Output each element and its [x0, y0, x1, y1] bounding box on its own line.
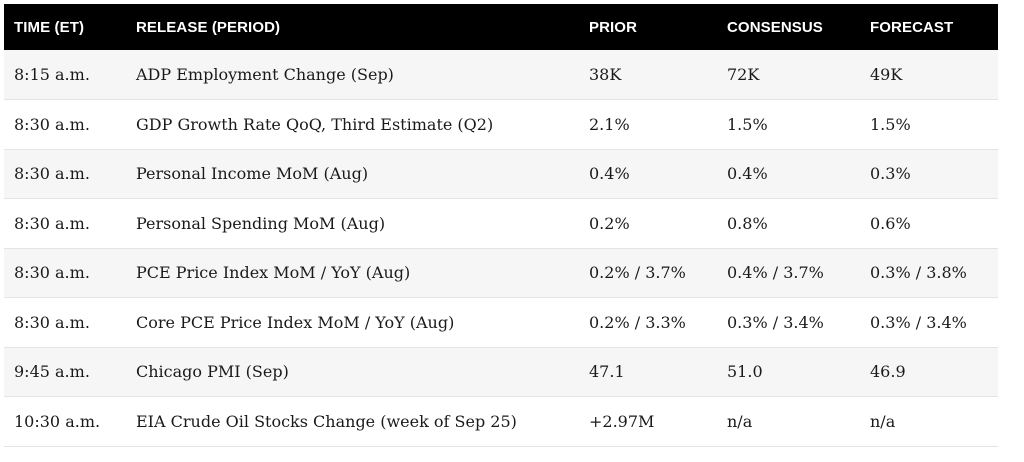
cell-time: 8:30 a.m. — [14, 114, 90, 134]
header-time: TIME (ET) — [14, 18, 85, 36]
cell-release: ADP Employment Change (Sep) — [136, 65, 394, 84]
header-prior: PRIOR — [589, 18, 638, 36]
cell-release: PCE Price Index MoM / YoY (Aug) — [136, 263, 411, 283]
table-header: TIME (ET) RELEASE (PERIOD) PRIOR CONSENS… — [4, 4, 998, 50]
table-row: 8:15 a.m. ADP Employment Change (Sep) 38… — [4, 50, 998, 100]
header-forecast: FORECAST — [870, 18, 954, 36]
cell-forecast: 0.3% — [870, 164, 911, 184]
economic-calendar-table: TIME (ET) RELEASE (PERIOD) PRIOR CONSENS… — [4, 4, 998, 447]
cell-consensus: 0.4% / 3.7% — [727, 263, 824, 283]
cell-prior: 0.2% / 3.7% — [589, 263, 686, 283]
table-row: 8:30 a.m. Core PCE Price Index MoM / YoY… — [4, 297, 998, 347]
cell-prior: 0.4% — [589, 164, 630, 184]
cell-time: 8:30 a.m. — [14, 312, 90, 332]
cell-time: 8:30 a.m. — [14, 164, 90, 184]
cell-prior: 0.2% — [589, 213, 630, 233]
header-consensus: CONSENSUS — [727, 18, 823, 36]
cell-forecast: 1.5% — [870, 114, 911, 134]
cell-release: GDP Growth Rate QoQ, Third Estimate (Q2) — [136, 114, 494, 134]
cell-time: 10:30 a.m. — [14, 411, 101, 431]
cell-prior: 38K — [589, 65, 622, 84]
cell-release: Core PCE Price Index MoM / YoY (Aug) — [136, 312, 455, 332]
cell-prior: +2.97M — [589, 411, 655, 431]
cell-consensus: 0.4% — [727, 164, 768, 184]
cell-consensus: 51.0 — [727, 362, 763, 382]
cell-consensus: 72K — [727, 65, 760, 84]
cell-consensus: n/a — [727, 411, 753, 431]
cell-time: 9:45 a.m. — [14, 362, 90, 382]
table-row: 8:30 a.m. PCE Price Index MoM / YoY (Aug… — [4, 248, 998, 298]
cell-forecast: 49K — [870, 65, 903, 84]
cell-release: Chicago PMI (Sep) — [136, 362, 289, 382]
table-body: 8:15 a.m. ADP Employment Change (Sep) 38… — [4, 50, 998, 446]
cell-forecast: 0.3% / 3.8% — [870, 263, 967, 283]
cell-consensus: 0.3% / 3.4% — [727, 312, 824, 332]
table-row: 8:30 a.m. Personal Spending MoM (Aug) 0.… — [4, 198, 998, 248]
cell-release: Personal Spending MoM (Aug) — [136, 213, 386, 233]
cell-forecast: 46.9 — [870, 362, 906, 382]
cell-prior: 47.1 — [589, 362, 625, 382]
cell-time: 8:15 a.m. — [14, 65, 90, 84]
header-row: TIME (ET) RELEASE (PERIOD) PRIOR CONSENS… — [4, 4, 998, 50]
cell-release: EIA Crude Oil Stocks Change (week of Sep… — [136, 411, 517, 431]
cell-time: 8:30 a.m. — [14, 213, 90, 233]
cell-forecast: 0.6% — [870, 213, 911, 233]
cell-forecast: 0.3% / 3.4% — [870, 312, 967, 332]
cell-time: 8:30 a.m. — [14, 263, 90, 283]
cell-consensus: 1.5% — [727, 114, 768, 134]
table-row: 10:30 a.m. EIA Crude Oil Stocks Change (… — [4, 396, 998, 446]
table-row: 8:30 a.m. GDP Growth Rate QoQ, Third Est… — [4, 99, 998, 149]
cell-consensus: 0.8% — [727, 213, 768, 233]
cell-prior: 0.2% / 3.3% — [589, 312, 686, 332]
header-release: RELEASE (PERIOD) — [136, 18, 281, 36]
cell-release: Personal Income MoM (Aug) — [136, 164, 369, 184]
cell-forecast: n/a — [870, 411, 896, 431]
cell-prior: 2.1% — [589, 114, 630, 134]
table-row: 9:45 a.m. Chicago PMI (Sep) 47.1 51.0 46… — [4, 347, 998, 397]
table-row: 8:30 a.m. Personal Income MoM (Aug) 0.4%… — [4, 149, 998, 199]
